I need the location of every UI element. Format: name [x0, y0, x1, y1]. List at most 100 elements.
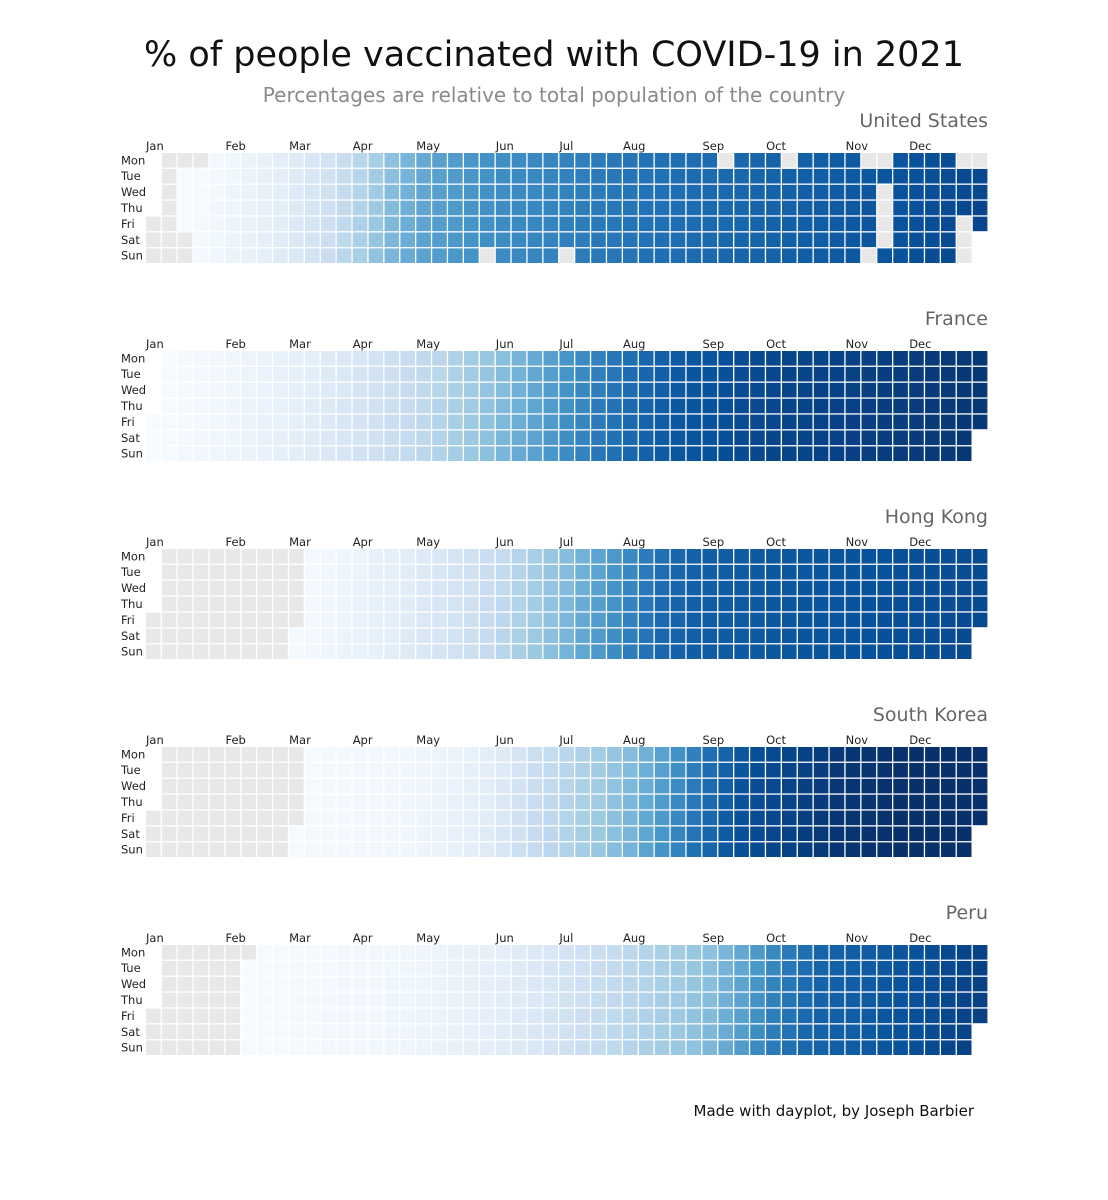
day-cell [654, 976, 670, 992]
day-cell [527, 960, 543, 976]
day-cell [527, 414, 543, 430]
day-cell [782, 976, 797, 992]
day-cell [400, 747, 415, 762]
day-cell [464, 794, 479, 810]
day-cell [654, 612, 670, 628]
weekday-label: Fri [121, 217, 135, 231]
weekday-label: Wed [121, 779, 146, 793]
day-cell [941, 794, 956, 810]
day-cell [861, 976, 877, 992]
day-cell [734, 960, 749, 976]
day-cell [607, 842, 622, 857]
day-cell [813, 826, 829, 842]
day-cell [909, 351, 924, 366]
day-cell [877, 810, 892, 826]
day-cell [782, 1024, 797, 1040]
month-label: Mar [289, 733, 311, 747]
day-cell [654, 580, 670, 596]
day-cell [638, 549, 654, 564]
month-label: Apr [353, 535, 373, 549]
day-cell [702, 1008, 718, 1024]
day-cell [352, 612, 368, 628]
day-cell [782, 351, 797, 366]
day-cell [305, 351, 320, 366]
day-cell [336, 810, 352, 826]
day-cell [161, 446, 177, 461]
day-cell [146, 612, 161, 628]
day-cell [734, 580, 749, 596]
day-cell [782, 153, 797, 168]
day-cell [368, 184, 384, 200]
day-cell [289, 248, 304, 263]
day-cell [448, 842, 463, 857]
day-cell [734, 153, 749, 168]
day-cell [591, 1008, 606, 1024]
month-label: Oct [766, 535, 786, 549]
day-cell [750, 1024, 765, 1040]
day-cell [956, 762, 972, 778]
day-cell [718, 351, 733, 366]
day-cell [448, 778, 463, 794]
day-cell [241, 810, 256, 826]
day-cell [734, 826, 749, 842]
day-cell [177, 549, 193, 564]
day-cell [384, 810, 400, 826]
day-cell [511, 810, 527, 826]
day-cell [320, 366, 336, 382]
day-cell [495, 596, 511, 612]
day-cell [336, 976, 352, 992]
day-cell [607, 976, 622, 992]
day-cell [511, 826, 527, 842]
day-cell [177, 200, 193, 216]
day-cell [941, 1040, 956, 1055]
day-cell [845, 747, 861, 762]
day-cell [559, 810, 574, 826]
day-cell [877, 945, 892, 960]
day-cell [718, 248, 733, 263]
day-cell [702, 564, 718, 580]
weekday-label: Mon [121, 549, 145, 563]
day-cell [177, 184, 193, 200]
day-cell [257, 580, 272, 596]
day-cell [813, 216, 829, 232]
day-cell [241, 580, 256, 596]
day-cell [352, 216, 368, 232]
day-cell [941, 153, 956, 168]
day-cell [654, 549, 670, 564]
day-cell [623, 596, 638, 612]
day-cell [161, 826, 177, 842]
day-cell [861, 794, 877, 810]
day-cell [464, 644, 479, 659]
day-cell [686, 810, 702, 826]
day-cell [559, 430, 574, 446]
day-cell [511, 200, 527, 216]
day-cell [559, 628, 574, 644]
day-cell [623, 153, 638, 168]
day-cell [289, 612, 304, 628]
day-cell [607, 446, 622, 461]
day-cell [861, 351, 877, 366]
day-cell [209, 1040, 225, 1055]
day-cell [161, 778, 177, 794]
day-cell [750, 628, 765, 644]
day-cell [925, 549, 940, 564]
day-cell [432, 1024, 447, 1040]
day-cell [495, 168, 511, 184]
day-cell [941, 382, 956, 398]
day-cell [146, 216, 161, 232]
day-cell [813, 1008, 829, 1024]
day-cell [829, 430, 845, 446]
day-cell [972, 778, 988, 794]
day-cell [559, 762, 574, 778]
day-cell [416, 810, 431, 826]
day-cell [813, 430, 829, 446]
day-cell [877, 232, 892, 248]
day-cell [718, 842, 733, 857]
day-cell [416, 976, 431, 992]
day-cell [368, 826, 384, 842]
day-cell [273, 398, 288, 414]
day-cell [495, 398, 511, 414]
day-cell [161, 366, 177, 382]
day-cell [384, 200, 400, 216]
month-label: Jul [558, 931, 573, 945]
